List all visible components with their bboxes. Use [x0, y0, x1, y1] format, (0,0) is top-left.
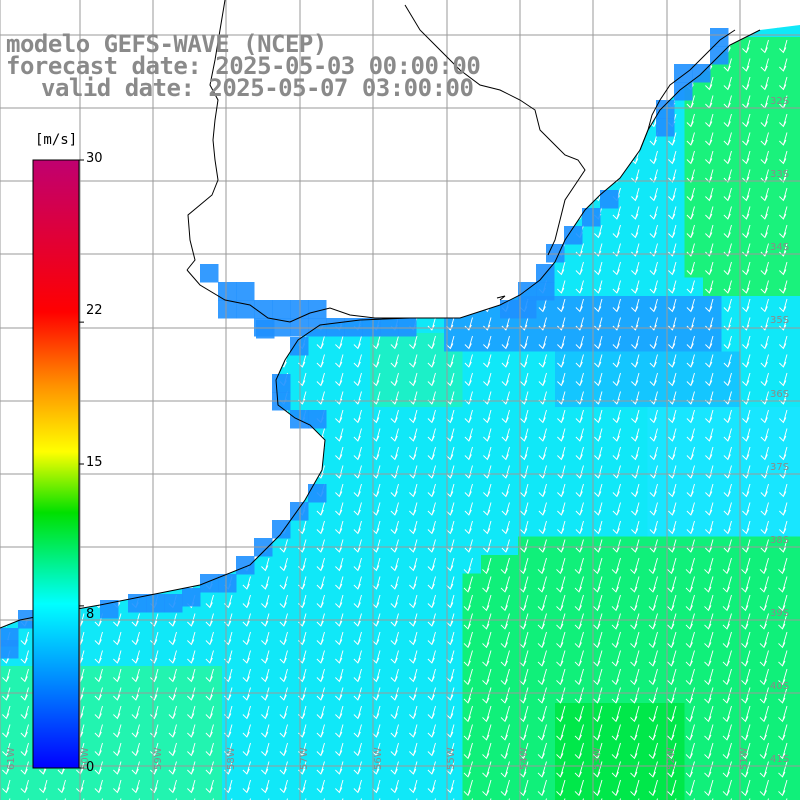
- longitude-labels: 61W 60W 59W 58W 57W 56W 55W 54W 53W 52W 51W: [6, 747, 750, 770]
- lat-label: 35S: [770, 315, 789, 326]
- lon-label: 58W: [226, 747, 237, 770]
- lon-label: 53W: [592, 747, 603, 770]
- lat-label: 33S: [770, 169, 789, 180]
- coastline: [0, 0, 761, 629]
- colorbar: [32, 159, 84, 769]
- lon-label: 51W: [739, 747, 750, 770]
- lat-label: 40S: [770, 681, 789, 692]
- forecast-date: forecast date: 2025-05-03 00:00:00: [6, 52, 481, 80]
- model-title: modelo GEFS-WAVE (NCEP): [6, 30, 327, 58]
- lat-label: 36S: [770, 389, 789, 400]
- lon-label: 59W: [153, 747, 164, 770]
- lon-label: 56W: [373, 747, 384, 770]
- lat-label: 41S: [770, 754, 789, 765]
- colorbar-tick-30: 30: [86, 151, 103, 166]
- lon-label: 54W: [519, 747, 530, 770]
- lat-label: 37S: [770, 462, 789, 473]
- colorbar-tick-8: 8: [86, 607, 95, 622]
- lon-label: 55W: [446, 747, 457, 770]
- valid-date: valid date: 2025-05-07 03:00:00: [41, 74, 474, 102]
- colorbar-tick-15: 15: [86, 455, 103, 470]
- colorbar-units: [m/s]: [33, 132, 80, 148]
- lat-label: 38S: [770, 535, 789, 546]
- lon-label: 60W: [80, 747, 91, 770]
- colorbar-tick-0: 0: [86, 760, 95, 775]
- coastal-cells: [0, 28, 729, 659]
- latitude-labels: 32S 33S 34S 35S 36S 37S 38S 39S 40S 41S: [770, 96, 789, 765]
- lon-label: 61W: [6, 747, 17, 770]
- lat-label: 34S: [770, 242, 789, 253]
- lat-label: 39S: [770, 608, 789, 619]
- lon-label: 52W: [666, 747, 677, 770]
- colorbar-tick-22: 22: [86, 303, 103, 318]
- lat-label: 32S: [770, 96, 789, 107]
- lon-label: 57W: [299, 747, 310, 770]
